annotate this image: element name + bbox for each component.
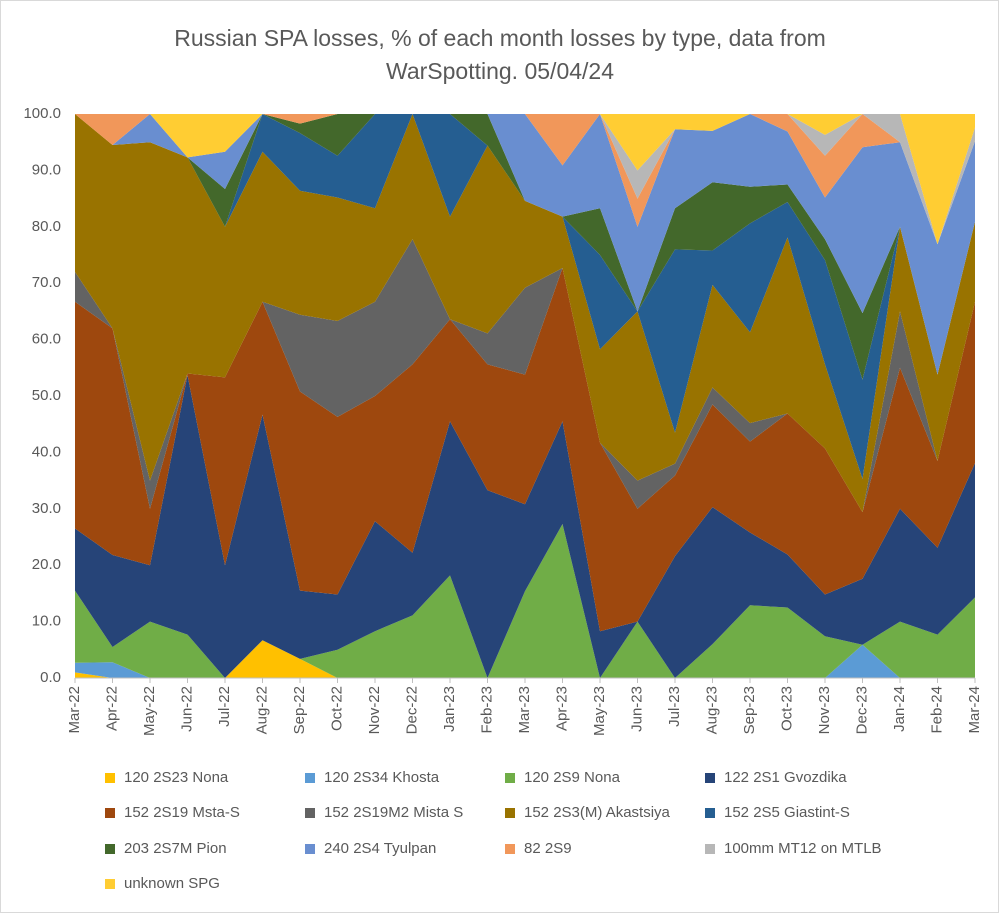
legend-swatch <box>705 808 715 818</box>
x-tick-label: May-23 <box>591 686 608 736</box>
x-tick-label: Oct-23 <box>778 686 795 731</box>
legend-swatch <box>505 844 515 854</box>
x-tick-label: Sep-23 <box>741 686 758 734</box>
x-tick-label: May-22 <box>141 686 158 736</box>
chart-subtitle: WarSpotting. 05/04/24 <box>386 58 614 84</box>
legend-swatch <box>305 808 315 818</box>
legend-label: 82 2S9 <box>524 840 572 857</box>
area <box>75 114 975 245</box>
x-tick-label: Jul-22 <box>216 686 233 727</box>
legend-label: 122 2S1 Gvozdika <box>724 769 847 786</box>
area <box>75 114 975 245</box>
legend-label: unknown SPG <box>124 875 220 892</box>
legend-label: 120 2S9 Nona <box>524 769 621 786</box>
legend-label: 152 2S5 Giastint-S <box>724 804 850 821</box>
x-tick-label: Jun-23 <box>628 686 645 732</box>
area <box>75 375 975 678</box>
x-tick-label: Feb-24 <box>928 686 945 734</box>
x-tick-label: Aug-22 <box>253 686 270 734</box>
x-tick-label: Jan-23 <box>441 686 458 732</box>
x-tick-label: Dec-22 <box>403 686 420 734</box>
y-tick-label: 50.0 <box>32 387 61 404</box>
x-tick-label: Mar-23 <box>516 686 533 734</box>
x-tick-label: Apr-22 <box>103 686 120 731</box>
legend-swatch <box>105 844 115 854</box>
x-tick-label: Jul-23 <box>666 686 683 727</box>
legend-swatch <box>105 773 115 783</box>
area <box>75 267 975 632</box>
legend-label: 203 2S7M Pion <box>124 840 227 857</box>
legend-label: 152 2S3(M) Akastsiya <box>524 804 671 821</box>
legend-label: 120 2S34 Khosta <box>324 769 440 786</box>
y-tick-label: 80.0 <box>32 218 61 235</box>
x-tick-label: Nov-22 <box>366 686 383 734</box>
y-tick-label: 90.0 <box>32 161 61 178</box>
area <box>75 640 975 678</box>
legend-swatch <box>105 808 115 818</box>
x-tick-label: Mar-22 <box>66 686 83 734</box>
x-tick-label: Sep-22 <box>291 686 308 734</box>
legend-swatch <box>505 773 515 783</box>
legend-swatch <box>505 808 515 818</box>
legend-swatch <box>705 773 715 783</box>
x-tick-label: Oct-22 <box>328 686 345 731</box>
x-tick-label: Feb-23 <box>478 686 495 734</box>
legend-label: 100mm MT12 on MTLB <box>724 840 882 857</box>
legend-label: 240 2S4 Tyulpan <box>324 840 436 857</box>
area <box>75 640 975 678</box>
legend-label: 152 2S19 Msta-S <box>124 804 240 821</box>
area <box>75 524 975 678</box>
y-tick-label: 60.0 <box>32 331 61 348</box>
x-tick-label: Apr-23 <box>553 686 570 731</box>
x-tick-label: Mar-24 <box>966 686 983 734</box>
y-tick-label: 100.0 <box>23 105 61 122</box>
area <box>75 239 975 513</box>
y-tick-label: 0.0 <box>40 669 61 686</box>
y-tick-label: 40.0 <box>32 443 61 460</box>
y-tick-label: 10.0 <box>32 613 61 630</box>
x-tick-label: Jun-22 <box>178 686 195 732</box>
legend-label: 120 2S23 Nona <box>124 769 229 786</box>
legend-label: 152 2S19M2 Mista S <box>324 804 463 821</box>
area <box>75 114 975 375</box>
area <box>75 114 975 513</box>
y-tick-label: 20.0 <box>32 556 61 573</box>
x-tick-label: Dec-23 <box>853 686 870 734</box>
x-tick-label: Nov-23 <box>816 686 833 734</box>
chart-title: Russian SPA losses, % of each month loss… <box>174 25 826 51</box>
legend-swatch <box>105 879 115 889</box>
legend-swatch <box>305 844 315 854</box>
x-tick-label: Jan-24 <box>891 686 908 732</box>
x-tick-label: Aug-23 <box>703 686 720 734</box>
legend-swatch <box>305 773 315 783</box>
legend-swatch <box>705 844 715 854</box>
y-tick-label: 30.0 <box>32 500 61 517</box>
y-tick-label: 70.0 <box>32 274 61 291</box>
